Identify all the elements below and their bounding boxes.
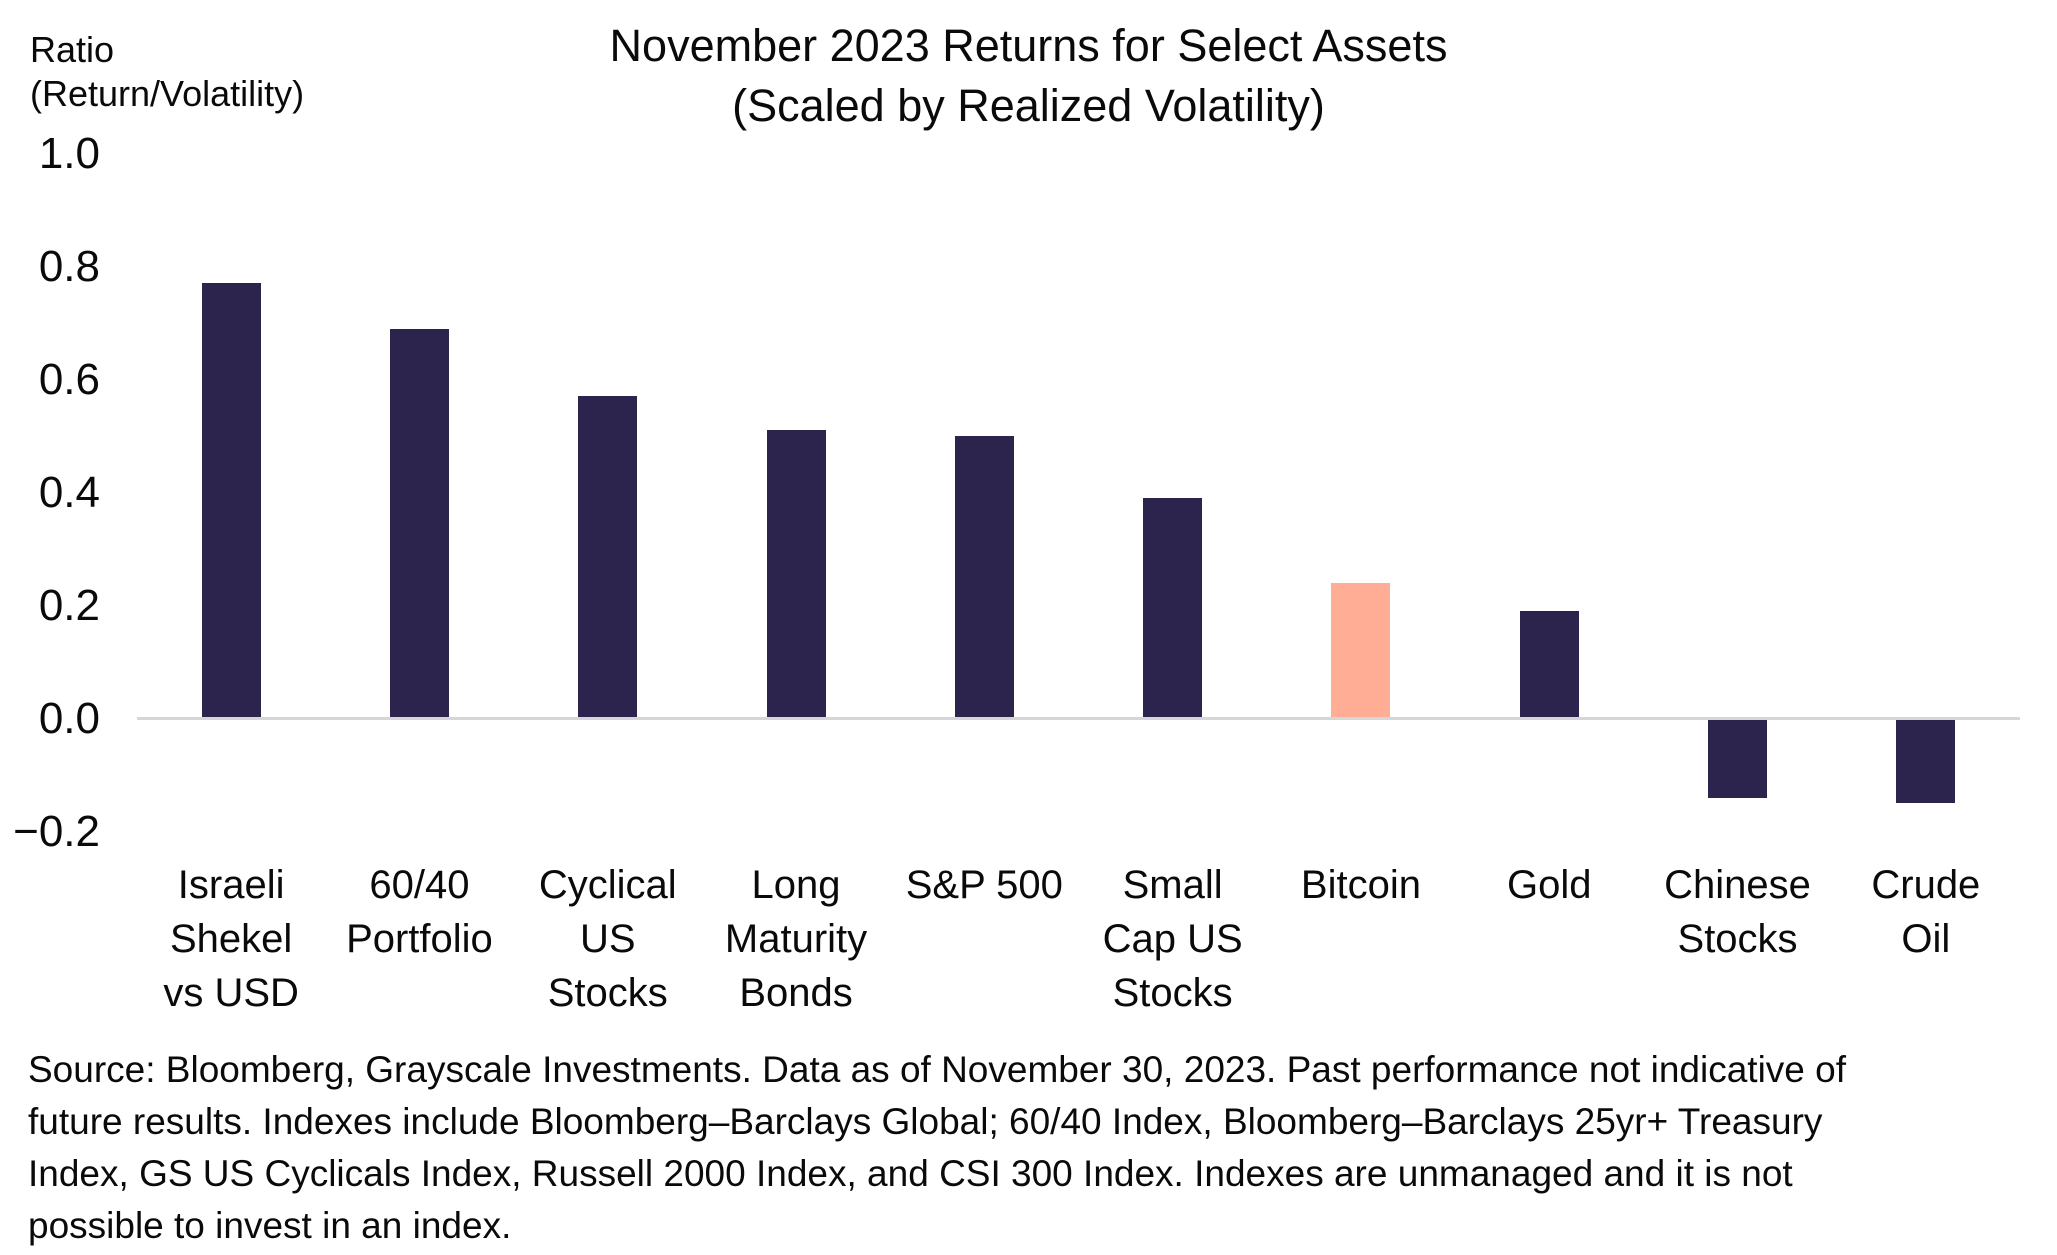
chart-title-line2: (Scaled by Realized Volatility) [732, 80, 1325, 131]
source-note-line: future results. Indexes include Bloomber… [28, 1101, 1823, 1142]
y-tick-label: −0.2 [13, 806, 100, 856]
y-tick-label: 0.6 [38, 354, 100, 404]
y-axis-title-line1: Ratio [30, 29, 115, 70]
y-tick-label: 0.4 [38, 467, 100, 517]
x-category-label: Crude Oil [1871, 863, 1981, 961]
source-note-line: Index, GS US Cyclicals Index, Russell 20… [28, 1153, 1793, 1194]
y-axis-title: Ratio (Return/Volatility) [30, 28, 304, 116]
x-category-label: Chinese Stocks [1664, 863, 1811, 961]
chart-title: November 2023 Returns for Select Assets … [0, 16, 2057, 136]
x-category-label: Gold [1507, 863, 1592, 907]
bar-60-40-portfolio [389, 328, 449, 717]
x-category-label: Small Cap US Stocks [1102, 863, 1243, 1015]
y-tick-label: 0.0 [38, 693, 100, 743]
x-category-label: S&P 500 [905, 863, 1063, 907]
x-category-label: Cyclical US Stocks [538, 863, 677, 1015]
x-category-label: Israeli Shekel vs USD [163, 863, 299, 1015]
chart-title-line1: November 2023 Returns for Select Assets [609, 20, 1448, 71]
bar-israeli-shekel-vs-usd [201, 283, 261, 717]
x-category-label: Bitcoin [1300, 863, 1421, 907]
bar-crude-oil [1896, 720, 1956, 804]
source-note: Source: Bloomberg, Grayscale Investments… [28, 1044, 2038, 1252]
bar-chinese-stocks [1708, 720, 1768, 798]
y-tick-label: 1.0 [38, 128, 100, 178]
y-tick-label: 0.2 [38, 580, 100, 630]
x-category-label: 60/40 Portfolio [346, 863, 493, 961]
bar-cyclical-us-stocks [578, 396, 638, 717]
bar-small-cap-us-stocks [1143, 498, 1203, 717]
bar-gold [1519, 611, 1579, 717]
bar-s-p-500 [954, 436, 1014, 717]
source-note-line: possible to invest in an index. [28, 1205, 512, 1246]
x-category-label: Long Maturity Bonds [724, 863, 868, 1015]
source-note-line: Source: Bloomberg, Grayscale Investments… [28, 1049, 1847, 1090]
x-axis-line [137, 717, 2020, 720]
bar-long-maturity-bonds [766, 430, 826, 717]
y-tick-label: 0.8 [38, 241, 100, 291]
bar-bitcoin [1331, 582, 1391, 717]
y-axis-title-line2: (Return/Volatility) [30, 73, 305, 114]
